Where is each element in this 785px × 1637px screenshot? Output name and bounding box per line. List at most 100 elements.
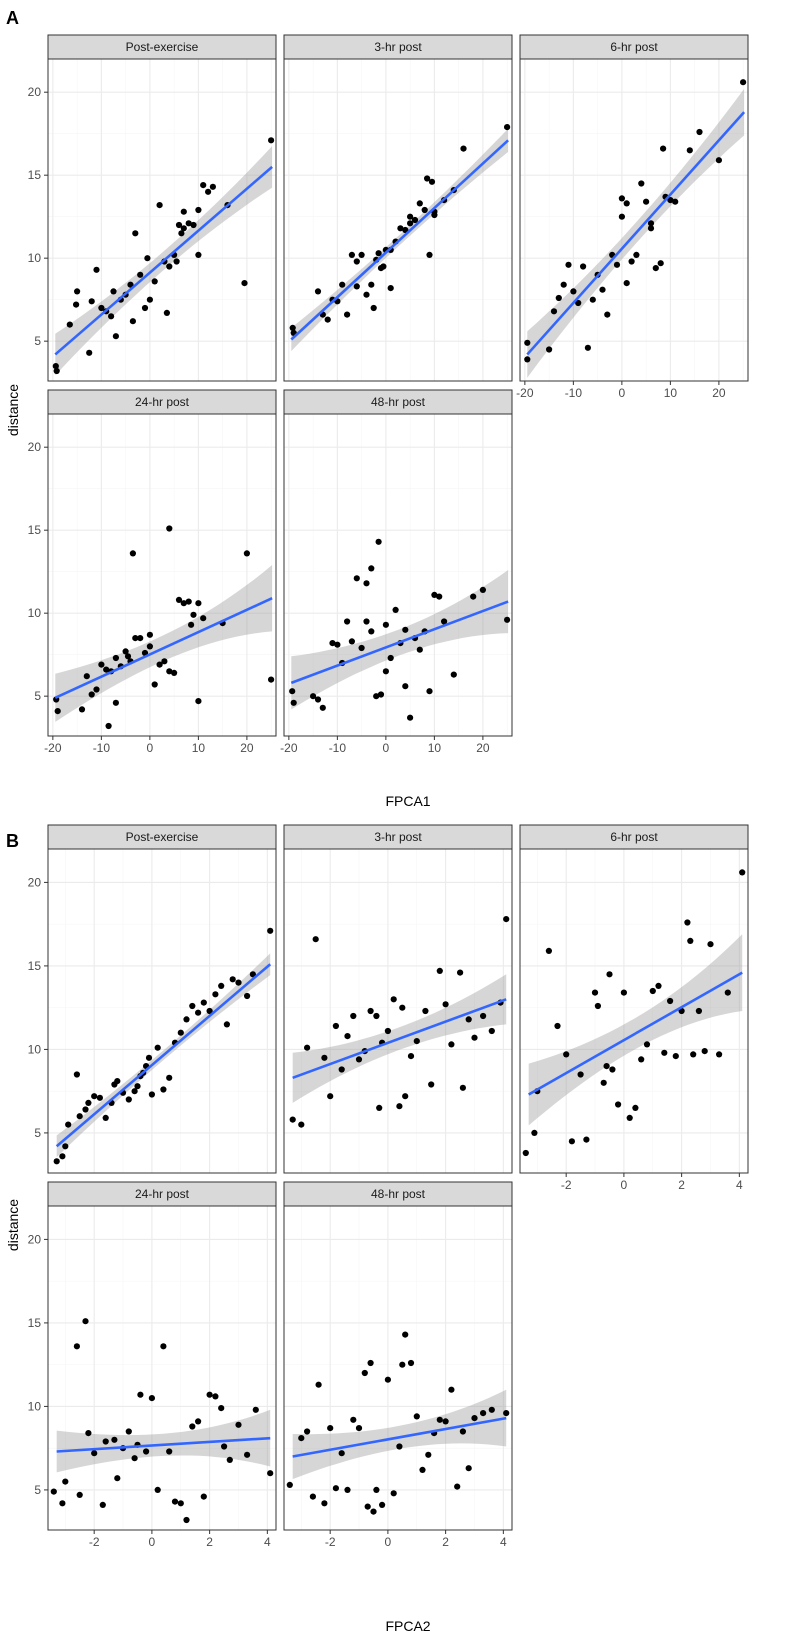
data-point	[465, 1016, 472, 1023]
facet-strip	[519, 824, 749, 850]
data-point	[696, 128, 703, 136]
data-point	[647, 225, 655, 232]
data-point	[200, 1493, 207, 1500]
facet-strip	[47, 34, 277, 60]
panel-background	[48, 1206, 276, 1530]
data-point	[380, 263, 387, 270]
y-tick-label: 5	[34, 1483, 41, 1497]
data-point	[131, 1088, 138, 1095]
data-point	[112, 654, 119, 662]
facet-strip-title: Post-exercise	[126, 830, 199, 844]
data-point	[382, 621, 389, 628]
data-point	[112, 699, 119, 706]
data-point	[180, 225, 187, 232]
y-tick-label: 20	[28, 85, 42, 99]
y-tick-label: 15	[28, 168, 42, 182]
data-point	[195, 1418, 202, 1425]
data-point	[268, 676, 275, 683]
data-point	[206, 1391, 213, 1398]
panel-b-4: 24-hr post 5 10 15 20 -2 0 2 4	[28, 1181, 277, 1549]
x-tick-label: 4	[500, 1535, 507, 1549]
data-point	[235, 979, 242, 986]
data-point	[373, 693, 380, 700]
data-point	[355, 1425, 363, 1432]
y-tick-label: 10	[28, 1399, 42, 1413]
x-tick-label: 0	[147, 741, 154, 755]
data-point	[426, 688, 433, 695]
facet-strip-title: 6-hr post	[610, 40, 658, 54]
data-point	[402, 1093, 409, 1100]
data-point	[180, 208, 187, 215]
data-point	[66, 321, 73, 328]
data-point	[195, 1009, 202, 1016]
data-point	[638, 1056, 645, 1063]
data-point	[436, 593, 443, 600]
data-point	[657, 260, 664, 267]
facet-strip-title: 48-hr post	[371, 1187, 426, 1201]
data-point	[327, 1425, 334, 1432]
data-point	[367, 1359, 374, 1367]
data-point	[267, 927, 274, 934]
facet-strip-title: 3-hr post	[374, 830, 422, 844]
panel-a-5: 48-hr post -20 -10 0 10 20	[280, 389, 513, 755]
data-point	[480, 1410, 487, 1417]
data-point	[195, 206, 202, 214]
data-point	[338, 1066, 345, 1073]
panel-background	[284, 414, 512, 736]
data-point	[606, 971, 613, 978]
data-point	[321, 1500, 328, 1507]
data-point	[428, 178, 436, 185]
data-point	[740, 79, 747, 86]
facet-strip-title: 3-hr post	[374, 40, 422, 54]
data-point	[344, 1033, 351, 1040]
x-tick-label: -2	[325, 1535, 336, 1549]
panel-b-5: 48-hr post -2 0 2 4	[283, 1181, 513, 1549]
data-point	[411, 216, 419, 224]
data-point	[594, 1002, 602, 1010]
data-point	[344, 311, 351, 318]
data-point	[591, 989, 599, 996]
data-point	[88, 691, 95, 698]
data-point	[166, 525, 173, 532]
data-point	[206, 1007, 213, 1015]
data-point	[448, 1386, 455, 1393]
data-point	[390, 1490, 397, 1497]
data-point	[268, 137, 275, 144]
data-point	[363, 580, 370, 587]
data-point	[416, 200, 423, 207]
data-point	[143, 1448, 150, 1455]
panel-b-1: Post-exercise 5 10 15 20	[28, 824, 277, 1174]
facet-strip	[47, 1181, 277, 1207]
data-point	[91, 1093, 98, 1100]
data-point	[177, 1500, 184, 1507]
data-point	[618, 195, 626, 202]
data-point	[425, 1451, 432, 1458]
data-point	[59, 1500, 66, 1507]
facet-strip-title: 6-hr post	[610, 830, 658, 844]
data-point	[407, 714, 414, 721]
regression-line	[528, 971, 743, 1096]
data-point	[98, 661, 105, 668]
data-point	[550, 308, 558, 315]
data-point	[185, 598, 192, 605]
data-point	[52, 363, 59, 370]
data-point	[471, 1034, 478, 1041]
facet-strip	[47, 824, 277, 850]
confidence-band	[55, 565, 273, 722]
data-point	[134, 1083, 141, 1090]
data-point	[91, 1450, 98, 1457]
data-point	[212, 1393, 219, 1400]
data-point	[332, 1485, 339, 1492]
y-tick-label: 5	[34, 334, 41, 348]
data-point	[649, 987, 656, 995]
data-point	[151, 681, 158, 688]
panel-background	[520, 59, 748, 381]
data-point	[298, 1121, 305, 1128]
data-point	[488, 1406, 495, 1413]
data-point	[76, 1491, 83, 1498]
data-point	[503, 916, 510, 923]
data-point	[132, 230, 139, 237]
data-point	[298, 1435, 305, 1442]
x-tick-label: -20	[44, 741, 62, 755]
